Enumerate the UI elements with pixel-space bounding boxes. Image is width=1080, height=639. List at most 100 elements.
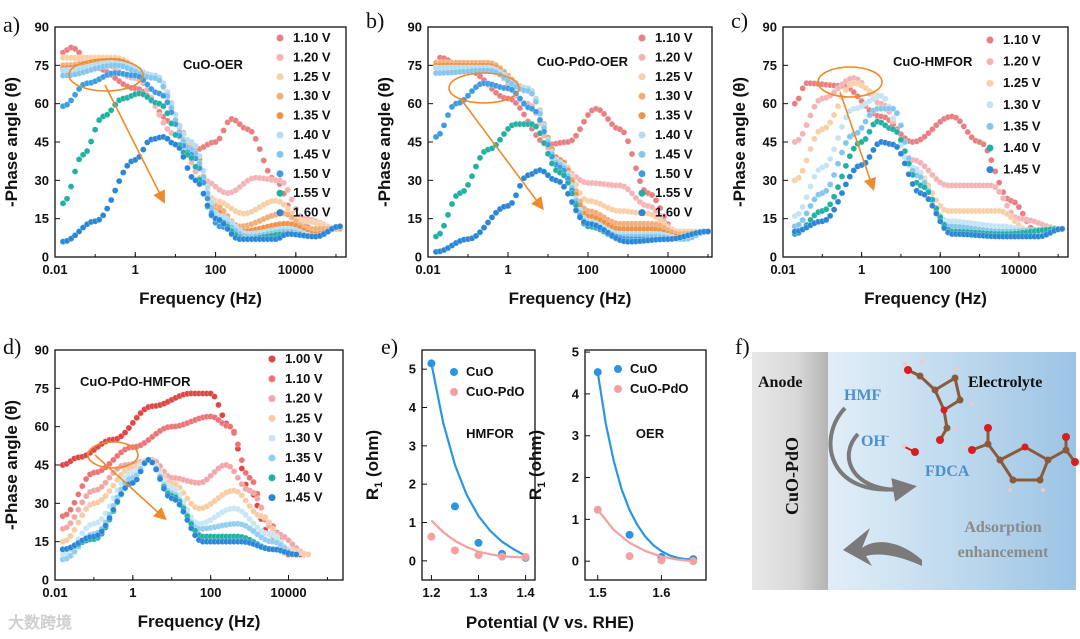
- panel-title: HMFOR: [466, 426, 514, 441]
- data-point: [652, 207, 660, 214]
- legend-marker: [276, 209, 284, 217]
- data-point: [436, 130, 444, 138]
- data-point: [184, 495, 191, 502]
- panel-label-a: a): [3, 12, 20, 37]
- y-tick-label: 15: [35, 534, 49, 549]
- data-point: [862, 135, 869, 143]
- y-tick-label: 15: [408, 211, 422, 226]
- x-tick-label: 1: [129, 585, 136, 600]
- data-point: [492, 209, 500, 217]
- data-point: [1058, 225, 1066, 233]
- legend-marker: [638, 150, 646, 158]
- data-point: [572, 132, 580, 140]
- data-point: [79, 151, 87, 159]
- data-point: [866, 153, 873, 161]
- legend-marker: [268, 474, 276, 482]
- data-point: [224, 225, 231, 233]
- x-tick-label: 0.01: [415, 262, 440, 277]
- data-point: [1015, 203, 1023, 211]
- data-point: [82, 475, 90, 483]
- data-point: [834, 160, 842, 168]
- series-cuo: [593, 368, 698, 564]
- data-point: [107, 196, 115, 204]
- data-point: [799, 130, 806, 138]
- data-point: [822, 187, 830, 195]
- data-point: [67, 532, 74, 540]
- legend-label: 1.30 V: [1003, 97, 1041, 112]
- data-point: [220, 127, 227, 134]
- y-tick-label: 1: [409, 515, 416, 530]
- data-point: [106, 460, 113, 468]
- data-point: [103, 205, 111, 212]
- series-1.20-v: [791, 74, 1066, 233]
- legend-marker: [268, 355, 276, 363]
- legend-label: 1.45 V: [293, 146, 331, 161]
- data-point: [995, 188, 1003, 195]
- data-point: [520, 100, 528, 107]
- y-tick-label: 75: [35, 58, 49, 73]
- data-point: [106, 514, 113, 522]
- legend-label: 1.45 V: [1003, 162, 1041, 177]
- data-point: [156, 111, 163, 119]
- data-point: [952, 114, 960, 122]
- fdca-label: FDCA: [925, 463, 970, 480]
- legend-label: 1.25 V: [655, 69, 693, 84]
- y-tick-label: 0: [770, 250, 777, 265]
- data-point: [929, 125, 936, 133]
- data-point: [925, 167, 932, 174]
- legend-marker: [268, 494, 276, 502]
- data-point: [238, 508, 246, 515]
- data-point: [188, 138, 195, 146]
- data-point: [230, 428, 238, 435]
- data-point: [83, 147, 91, 155]
- electrode-label: CuO-PdO: [782, 437, 802, 515]
- data-point: [200, 190, 207, 197]
- data-point: [123, 162, 131, 170]
- data-point: [822, 216, 830, 224]
- x-tick-label: 10000: [650, 262, 686, 277]
- data-point: [811, 103, 818, 111]
- data-point: [99, 212, 107, 219]
- annotation-arrow-a: [104, 84, 165, 204]
- data-point: [576, 214, 584, 221]
- data-point: [624, 137, 632, 145]
- y-tick-label: 90: [763, 20, 777, 35]
- data-point: [98, 528, 106, 535]
- legend-marker: [276, 189, 284, 197]
- data-point: [842, 139, 850, 147]
- data-point: [115, 177, 123, 185]
- data-point: [842, 162, 850, 170]
- data-point: [964, 128, 972, 136]
- y-axis-label: -Phase angle (θ): [375, 77, 394, 207]
- x-tick-label: 1.2: [422, 585, 440, 600]
- data-point: [826, 201, 834, 208]
- data-point: [838, 123, 846, 131]
- data-point: [284, 186, 292, 194]
- data-point: [280, 179, 288, 187]
- data-point: [75, 519, 82, 526]
- data-point: [94, 531, 102, 539]
- data-point: [1003, 202, 1011, 210]
- data-point: [632, 164, 640, 172]
- data-point: [628, 190, 636, 197]
- data-point: [897, 136, 905, 144]
- data-point: [850, 167, 858, 174]
- data-point: [250, 489, 257, 497]
- data-point: [257, 504, 265, 511]
- data-point: [187, 500, 195, 507]
- legend-marker: [450, 368, 458, 376]
- legend-label: 1.40 V: [293, 127, 331, 142]
- annotation-ellipse-b: [448, 72, 520, 104]
- data-point: [94, 519, 102, 526]
- x-tick-label: 1: [858, 262, 865, 277]
- data-point: [67, 552, 74, 560]
- data-point: [129, 479, 137, 487]
- panel-title: CuO-OER: [183, 57, 244, 72]
- data-point: [858, 124, 865, 132]
- data-point: [556, 178, 564, 186]
- y-tick-label: 0: [42, 573, 49, 588]
- data-point: [250, 508, 257, 515]
- y-tick-label: 0: [42, 250, 49, 265]
- data-point: [496, 136, 504, 144]
